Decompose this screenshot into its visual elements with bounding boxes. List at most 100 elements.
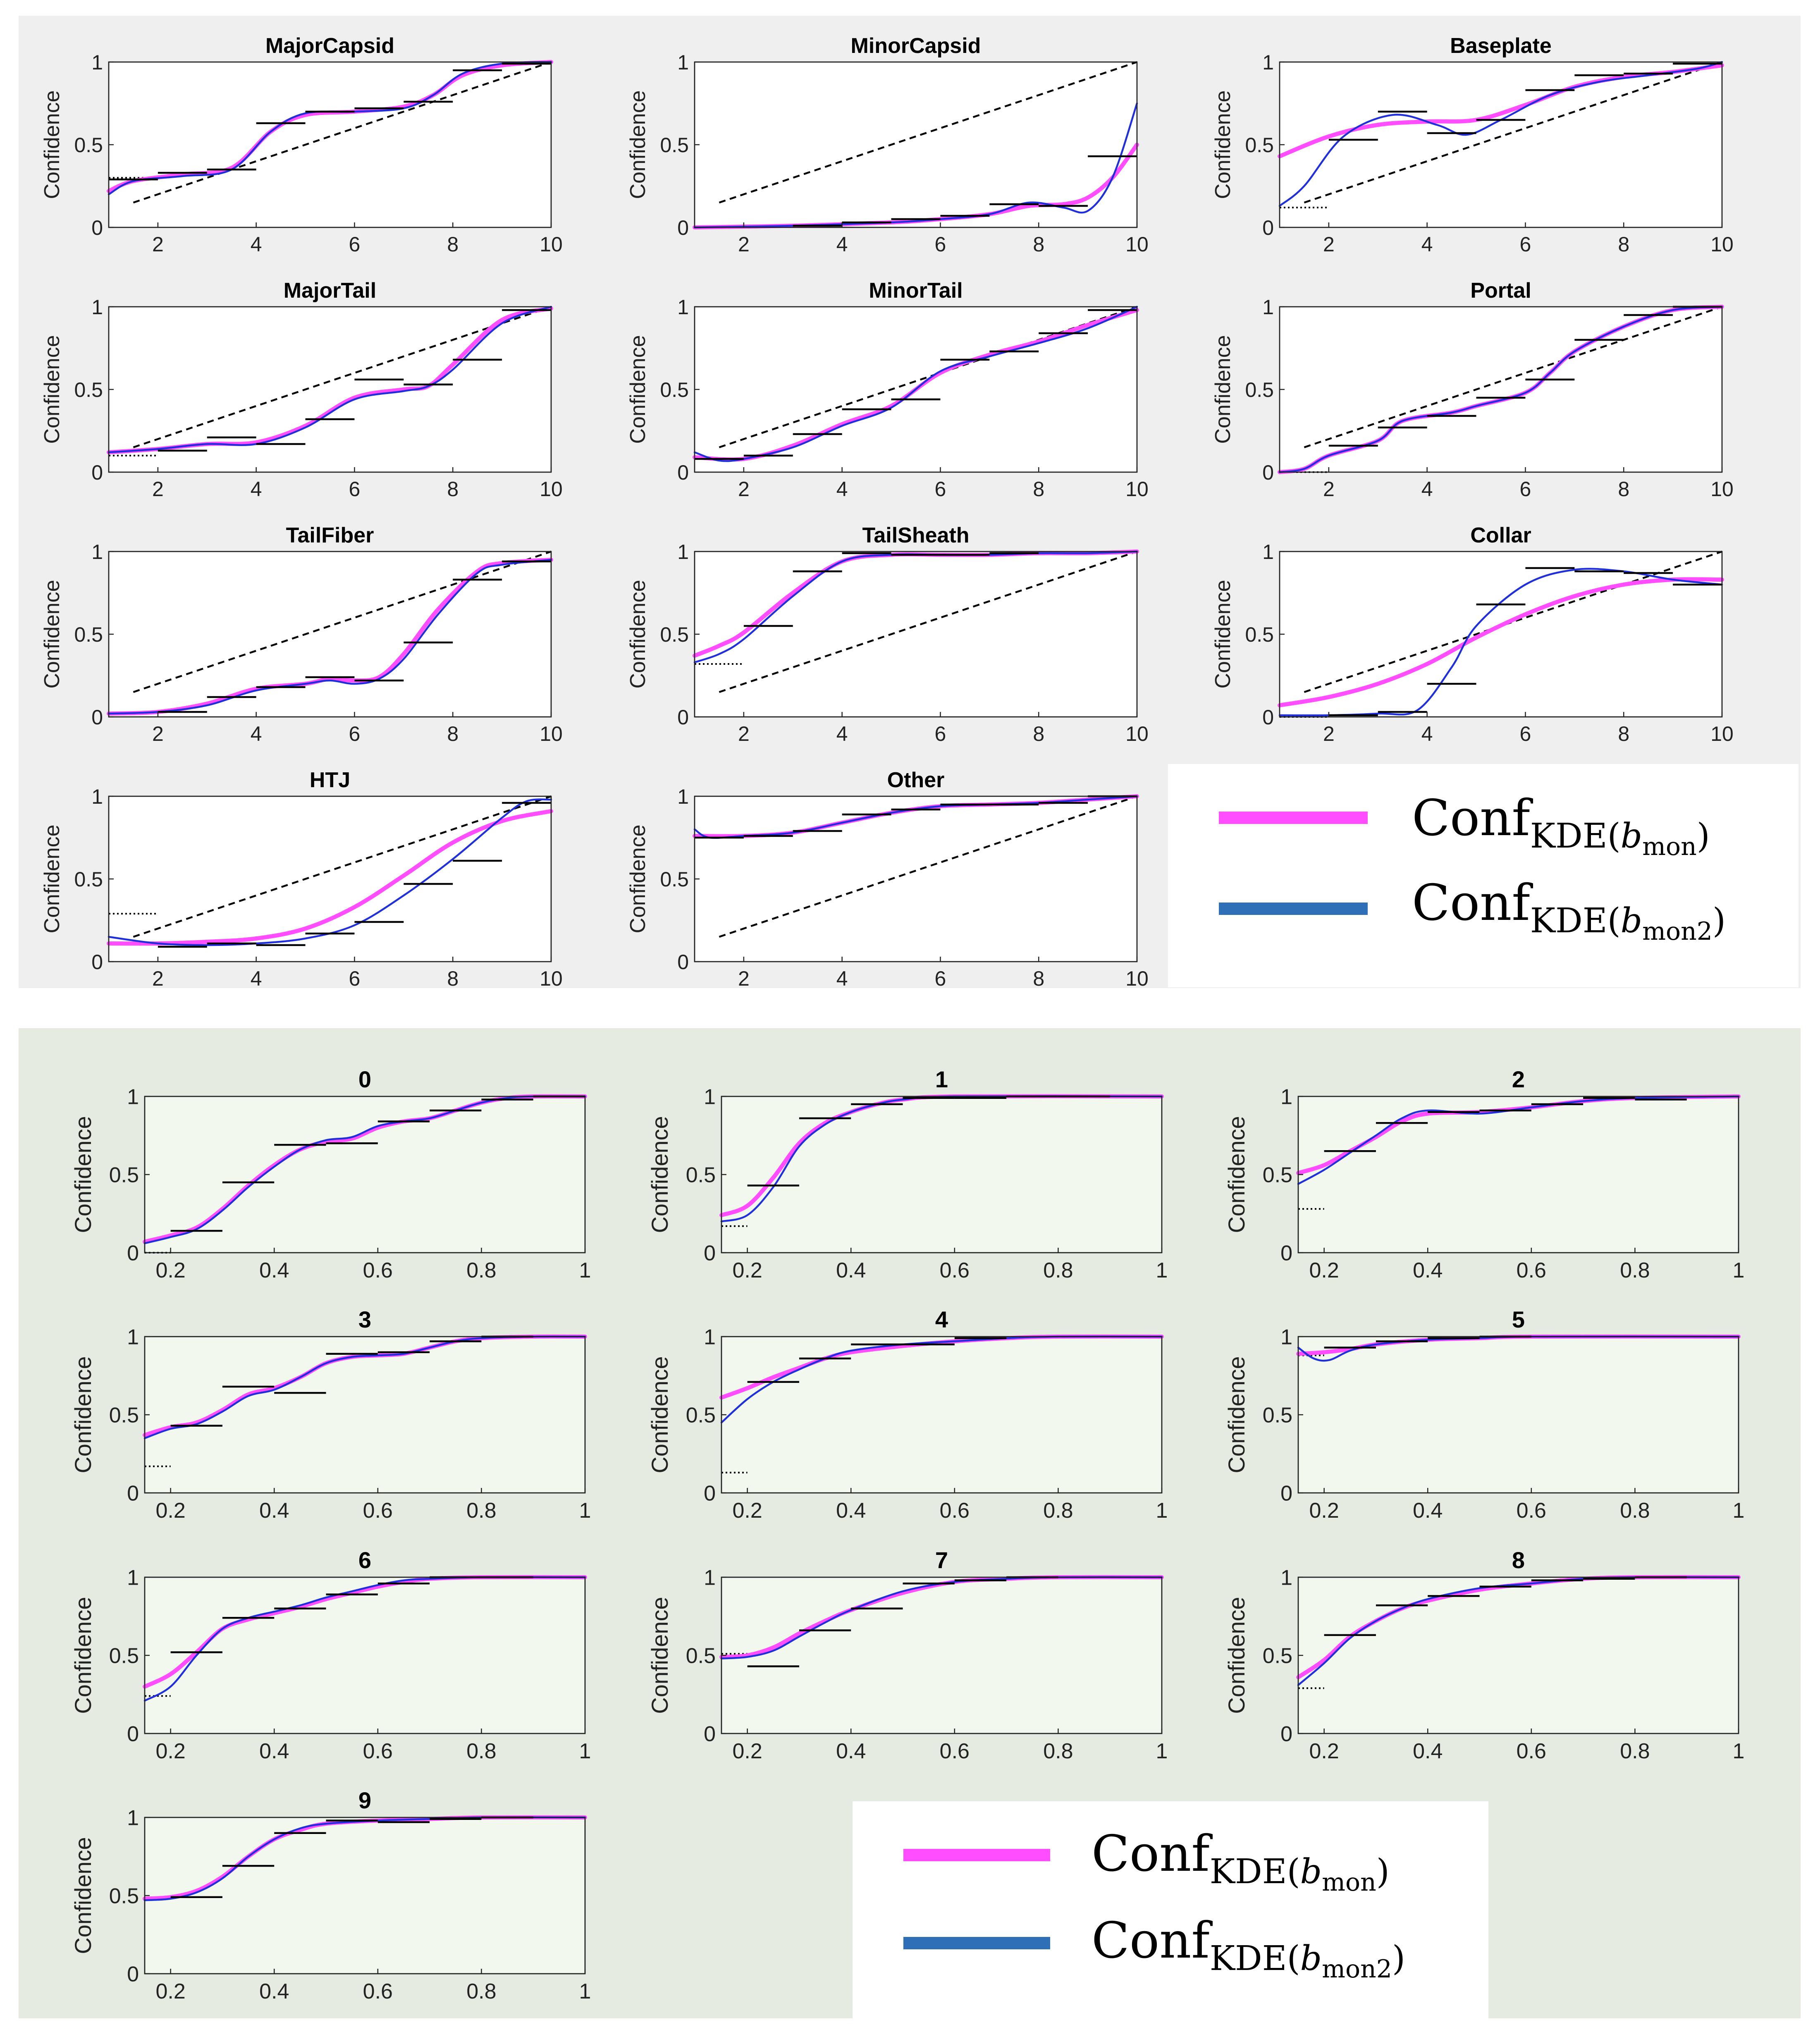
x-tick-label: 2	[152, 233, 164, 256]
x-tick-label: 1	[1156, 1499, 1168, 1523]
x-tick-label: 0.6	[363, 1979, 393, 2003]
y-tick-label: 0	[91, 461, 103, 484]
y-tick-label: 1	[127, 1085, 139, 1109]
x-tick-label: 0.2	[155, 1979, 185, 2003]
legend-bottom-swatch-mon	[903, 1849, 1050, 1861]
panel-title: 2	[1512, 1066, 1525, 1092]
x-tick-label: 1	[579, 1739, 591, 1763]
y-tick-label: 0.5	[74, 868, 103, 891]
y-axis-label: Confidence	[647, 1116, 673, 1233]
x-tick-label: 0.2	[1309, 1258, 1339, 1282]
x-tick-label: 6	[935, 478, 946, 501]
y-tick-label: 0.5	[1245, 623, 1274, 646]
legend-top-box	[1168, 764, 1799, 987]
panel-top-9: 2 4 6 8 10 0 0.5 1 Confidence HTJ	[40, 768, 563, 990]
x-tick-label: 0.8	[466, 1739, 496, 1763]
y-axis-label: Confidence	[626, 580, 650, 688]
legend-bottom-mon2-close: )	[1392, 1939, 1405, 1978]
x-tick-label: 0.2	[155, 1499, 185, 1523]
y-tick-label: 0.5	[109, 1163, 139, 1187]
x-tick-label: 0.6	[363, 1258, 393, 1282]
y-tick-label: 0.5	[74, 378, 103, 401]
diagonal-reference-line	[1304, 306, 1722, 449]
y-axis-label: Confidence	[40, 335, 64, 444]
panel-bottom-2: 0.2 0.4 0.6 0.8 1 0 0.5 1 Confidence 2	[1223, 1066, 1744, 1282]
x-tick-label: 6	[935, 233, 946, 256]
y-tick-label: 1	[127, 1566, 139, 1590]
y-tick-label: 0.5	[1245, 378, 1274, 401]
panel-title: MinorCapsid	[851, 34, 981, 58]
panel-bottom-0: 0.2 0.4 0.6 0.8 1 0 0.5 1 Confidence 0	[70, 1066, 591, 1282]
plot-area	[1279, 61, 1723, 228]
series-line-mon	[107, 60, 553, 193]
plot-area	[1297, 1336, 1739, 1494]
x-tick-label: 2	[738, 478, 750, 501]
x-tick-label: 0.4	[259, 1499, 289, 1523]
legend-top-swatch-mon	[1219, 812, 1368, 824]
series-line-mon	[107, 558, 553, 716]
diagonal-reference-line	[719, 550, 1137, 693]
x-tick-label: 0.6	[940, 1258, 970, 1282]
y-tick-label: 0	[127, 1722, 139, 1746]
y-tick-label: 1	[1280, 1085, 1292, 1109]
y-tick-label: 0	[704, 1482, 716, 1506]
legend-bottom-mon-b: b	[1300, 1852, 1322, 1891]
y-tick-label: 0	[1262, 461, 1274, 484]
x-tick-label: 0.4	[836, 1258, 866, 1282]
plot-area	[108, 551, 552, 718]
x-tick-label: 0.6	[363, 1499, 393, 1523]
x-tick-label: 6	[935, 722, 946, 745]
y-tick-label: 0.5	[686, 1404, 716, 1428]
legend-top-mon2-bsub: mon2	[1642, 917, 1713, 946]
legend-bottom-mon2-b: b	[1300, 1939, 1322, 1978]
panel-top-6: 2 4 6 8 10 0 0.5 1 Confidence TailFiber	[40, 523, 563, 745]
y-tick-label: 0.5	[109, 1404, 139, 1428]
legend-bottom-mon-close: )	[1376, 1852, 1390, 1891]
legend-top-mon-main: Conf	[1412, 790, 1533, 847]
x-tick-label: 0.4	[836, 1739, 866, 1763]
y-tick-label: 0	[677, 706, 689, 729]
y-tick-label: 0	[677, 216, 689, 239]
panel-top-4: 2 4 6 8 10 0 0.5 1 Confidence MinorTail	[626, 279, 1149, 501]
legend-top-mon-close: )	[1697, 817, 1710, 856]
x-tick-label: 0.6	[940, 1499, 970, 1523]
y-tick-label: 1	[91, 540, 103, 564]
y-tick-label: 0.5	[660, 868, 689, 891]
x-tick-label: 0.8	[466, 1258, 496, 1282]
legend-bottom-mon-sub: KDE(	[1210, 1852, 1300, 1891]
x-tick-label: 8	[1618, 722, 1629, 745]
diagonal-reference-line	[1304, 550, 1722, 693]
x-tick-label: 8	[1033, 233, 1044, 256]
y-axis-label: Confidence	[1211, 90, 1235, 199]
x-tick-label: 8	[1618, 478, 1629, 501]
legend-bottom-mon2-bsub: mon2	[1322, 1955, 1392, 1984]
y-tick-label: 1	[1262, 296, 1274, 319]
legend-top-mon2-main: Conf	[1412, 874, 1533, 932]
y-axis-label: Confidence	[40, 90, 64, 199]
legend-bottom-mon-main: Conf	[1092, 1825, 1213, 1883]
panel-title: Other	[887, 768, 945, 792]
x-tick-label: 6	[349, 233, 361, 256]
panel-bottom-5: 0.2 0.4 0.6 0.8 1 0 0.5 1 Confidence 5	[1223, 1306, 1744, 1523]
x-tick-label: 10	[540, 967, 563, 990]
x-tick-label: 0.6	[1517, 1499, 1546, 1523]
x-tick-label: 6	[349, 722, 361, 745]
y-tick-label: 0.5	[660, 134, 689, 157]
y-tick-label: 0.5	[1245, 134, 1274, 157]
y-tick-label: 0	[91, 216, 103, 239]
x-tick-label: 10	[540, 478, 563, 501]
y-axis-label: Confidence	[1211, 580, 1235, 688]
panel-title: 3	[358, 1306, 371, 1332]
x-tick-label: 10	[1710, 722, 1734, 745]
y-tick-label: 1	[704, 1325, 716, 1349]
legend-top-mon2-close: )	[1713, 901, 1726, 941]
x-tick-label: 2	[738, 722, 750, 745]
panel-title: 9	[358, 1787, 371, 1813]
legend-bottom-label-mon2: ConfKDE(bmon2)	[1092, 1912, 1405, 1984]
x-tick-label: 6	[1520, 722, 1531, 745]
diagonal-reference-line	[133, 306, 552, 449]
panel-top-1: 2 4 6 8 10 0 0.5 1 Confidence MinorCapsid	[626, 34, 1149, 256]
x-tick-label: 4	[251, 722, 262, 745]
panel-title: 6	[358, 1547, 371, 1573]
x-tick-label: 0.8	[1043, 1739, 1073, 1763]
